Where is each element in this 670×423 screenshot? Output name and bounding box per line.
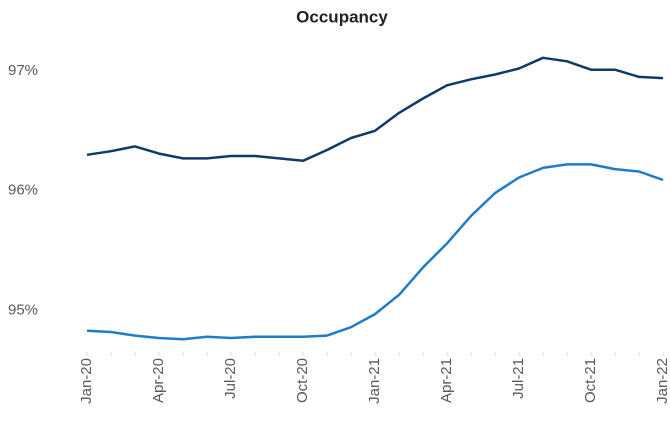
x-tick-label: Jan-20 <box>78 358 95 404</box>
y-tick-label: 95% <box>8 301 38 318</box>
series-line <box>86 163 664 341</box>
x-tick-label: Oct-21 <box>582 358 599 403</box>
x-tick-label: Apr-21 <box>438 358 455 403</box>
x-tick-label: Jan-22 <box>654 358 670 404</box>
y-tick-label: 97% <box>8 62 38 79</box>
x-tick-label: Apr-20 <box>150 358 167 403</box>
y-tick-label: 96% <box>8 182 38 199</box>
chart-title: Occupancy <box>296 7 388 26</box>
x-tick-label: Jan-21 <box>366 358 383 404</box>
series-line <box>86 56 664 163</box>
x-tick-label: Jul-20 <box>222 358 239 399</box>
x-tick-label: Oct-20 <box>294 358 311 403</box>
x-tick-label: Jul-21 <box>510 358 527 399</box>
